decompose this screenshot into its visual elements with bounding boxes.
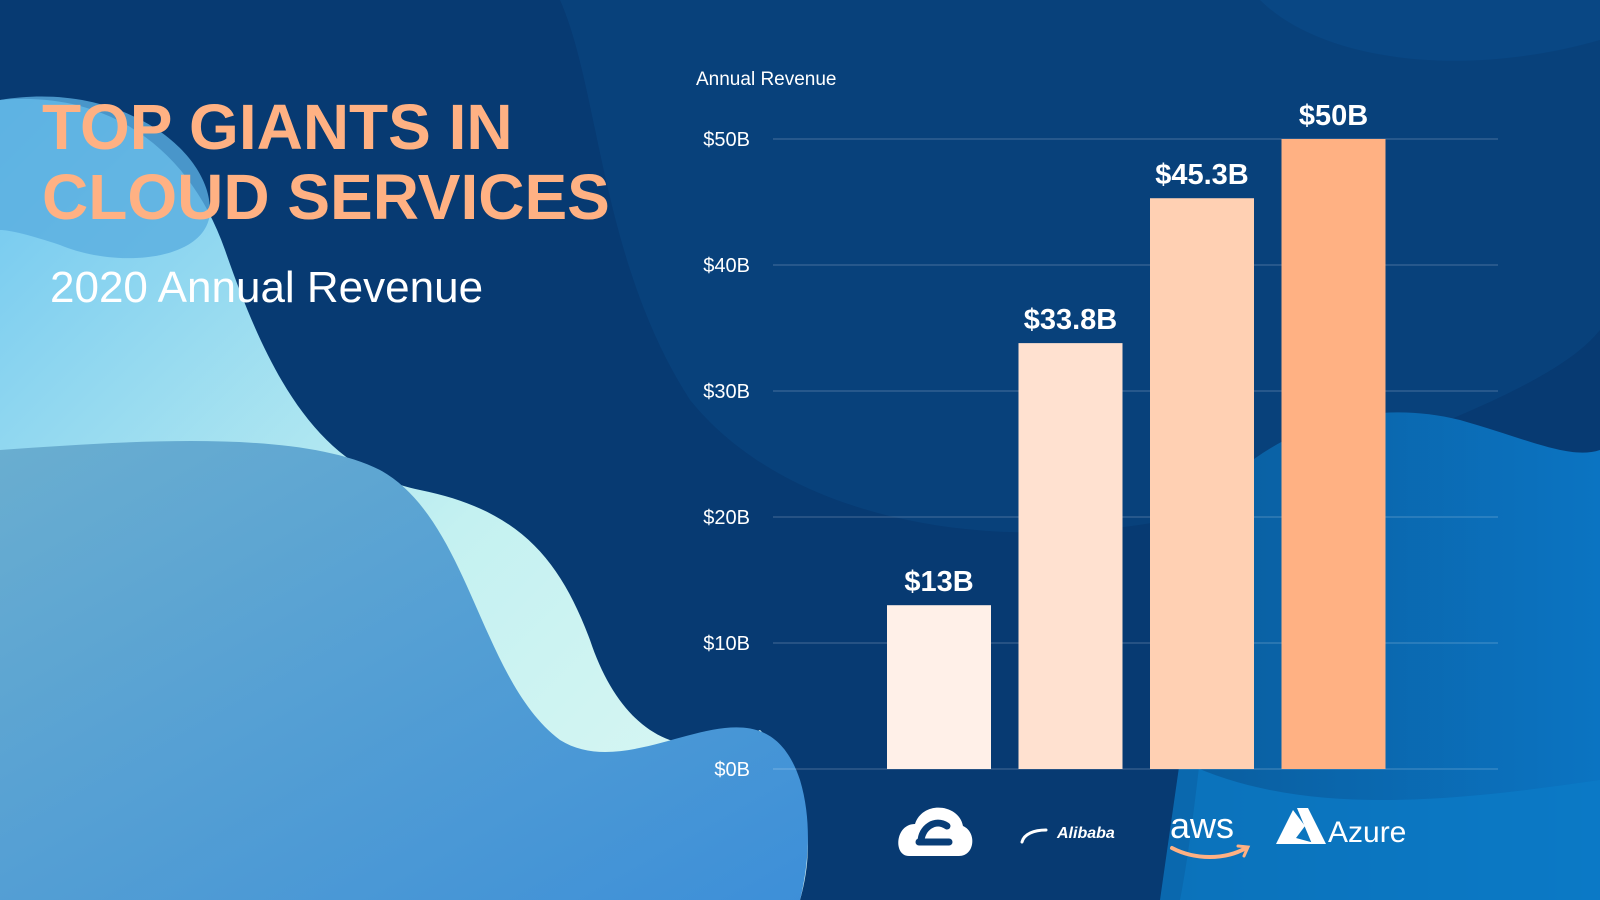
bar (1281, 139, 1386, 769)
aws-logo: aws (1170, 805, 1251, 859)
bar (1150, 198, 1254, 770)
google-cloud-icon (898, 807, 973, 856)
y-tick-label: $30B (703, 381, 750, 403)
bar (1018, 343, 1123, 769)
y-axis-title: Annual Revenue (696, 69, 837, 90)
y-tick-label: $40B (703, 255, 750, 277)
y-tick-label: $0B (714, 759, 750, 781)
alibaba-logo: Alibaba (1020, 825, 1115, 844)
y-tick-label: $20B (703, 507, 750, 529)
bars (887, 139, 1386, 770)
bar (887, 605, 991, 769)
y-tick-label: $50B (703, 129, 750, 151)
azure-logo: Azure (1276, 808, 1406, 849)
alibaba-logo-text: Alibaba (1056, 825, 1115, 842)
y-tick-label: $10B (703, 633, 750, 655)
bar-value-label: $50B (1299, 100, 1368, 132)
azure-logo-text: Azure (1328, 816, 1406, 849)
value-labels: $13B $33.8B $45.3B $50B (904, 100, 1368, 598)
bar-value-label: $33.8B (1024, 304, 1118, 336)
bar-value-label: $13B (904, 566, 973, 598)
category-logos: Alibaba aws Azure (898, 805, 1406, 859)
slide-title: TOP GIANTS IN CLOUD SERVICES (42, 91, 610, 233)
bar-value-label: $45.3B (1155, 159, 1249, 191)
y-tick-labels: $0B $10B $20B $30B $40B $50B (703, 129, 750, 781)
slide-subtitle: 2020 Annual Revenue (50, 263, 484, 312)
gridlines (773, 138, 1498, 770)
aws-logo-text: aws (1170, 805, 1234, 846)
